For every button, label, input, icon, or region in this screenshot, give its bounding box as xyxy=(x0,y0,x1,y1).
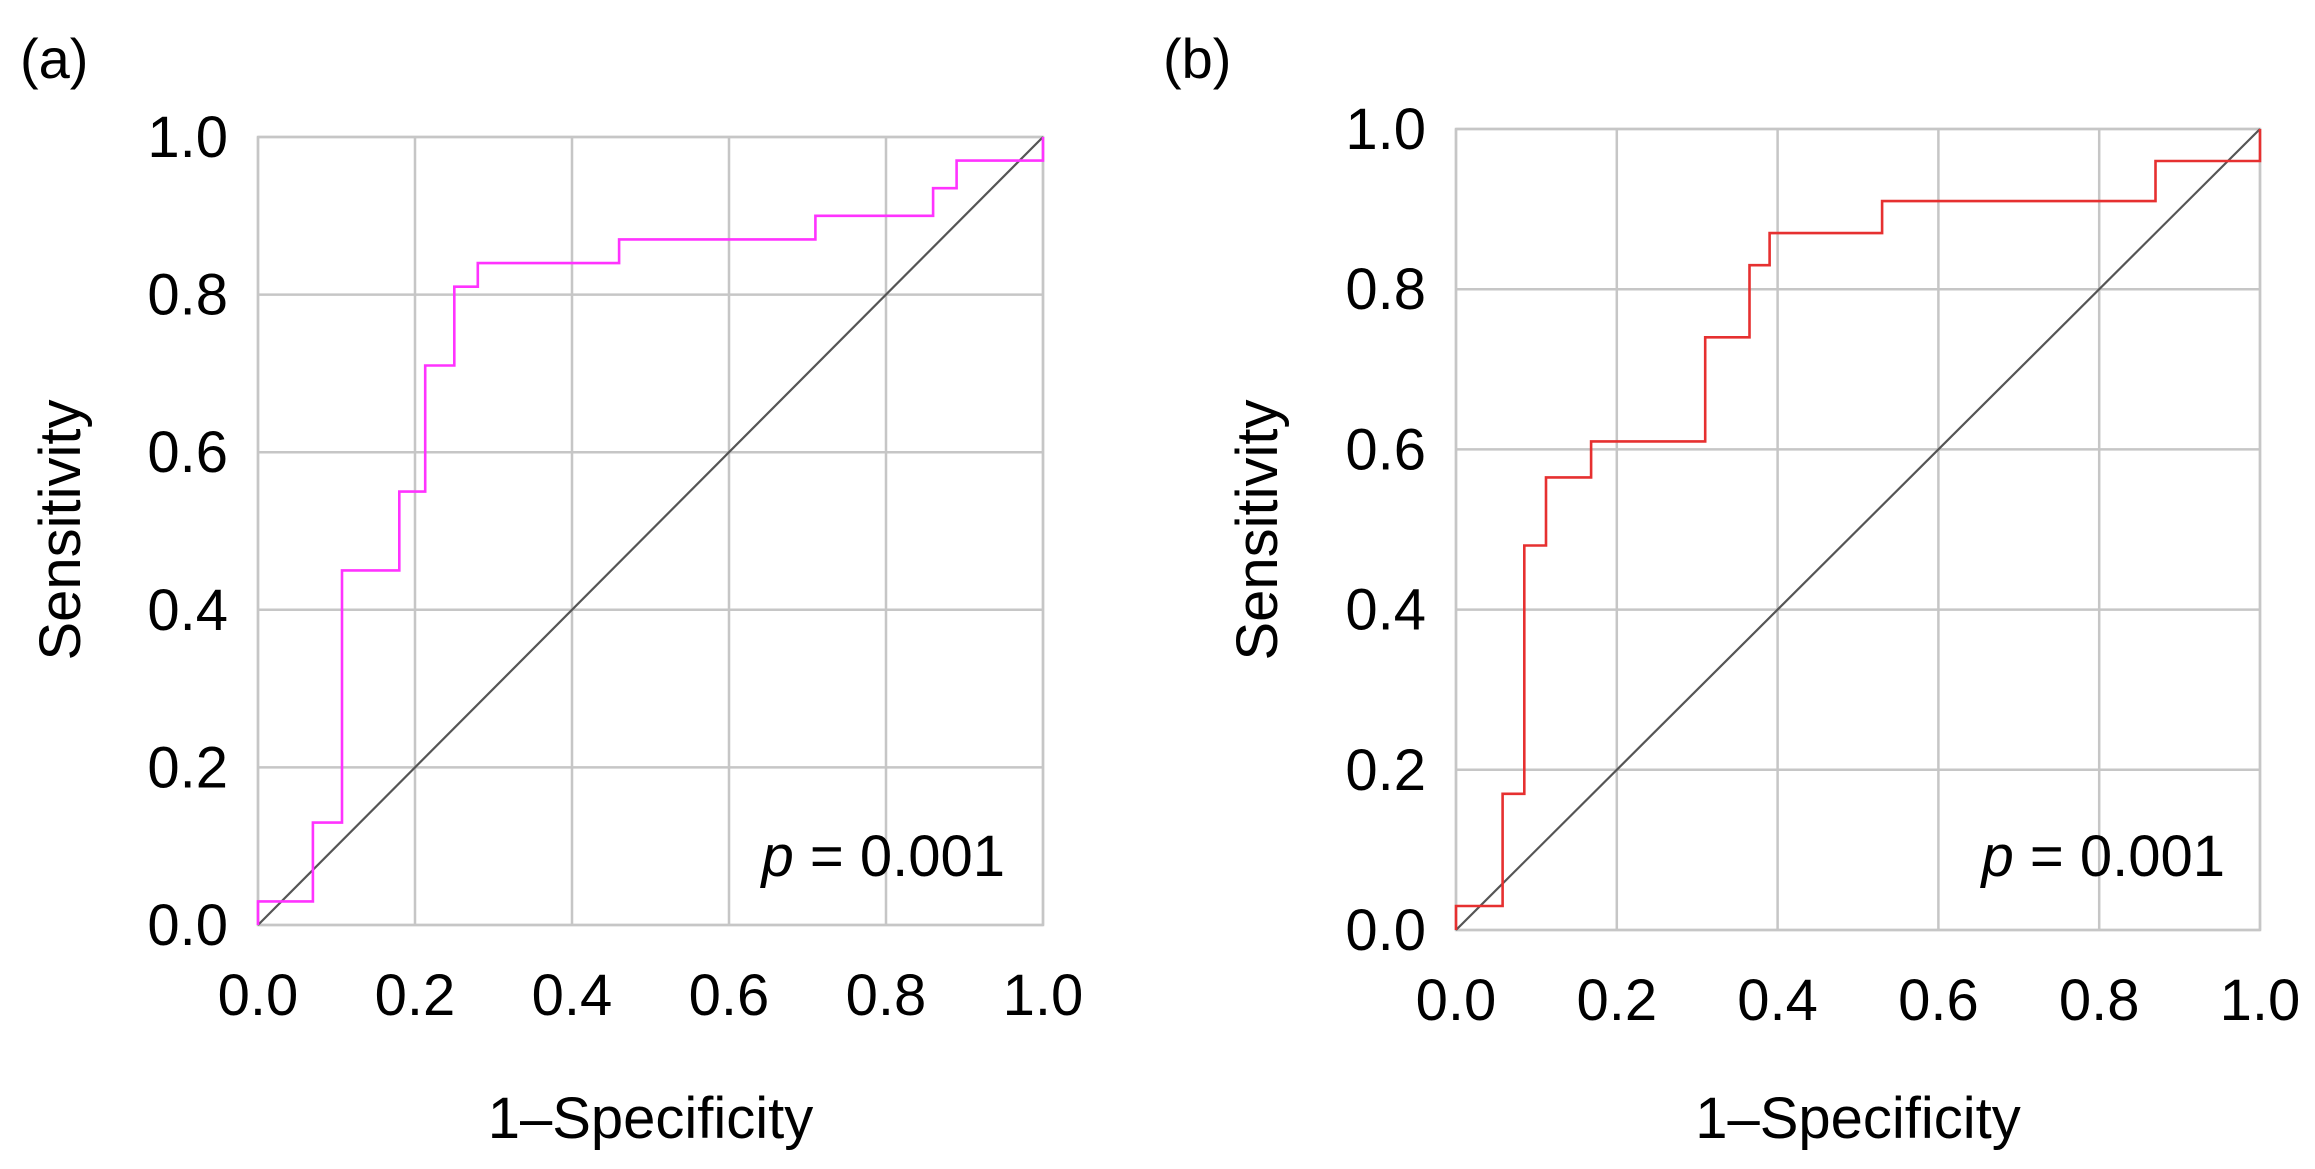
x-tick-label: 0.0 xyxy=(1416,968,1497,1033)
y-tick-label: 0.8 xyxy=(147,263,228,328)
roc-panel-a: (a) 0.0 0.2 0.4 0.6 0.8 1.0 0.0 0.2 0.4 0.6 0.8 1.0 1… xyxy=(20,27,1083,1151)
y-axis-title: Sensitivity xyxy=(1225,399,1290,660)
plot-frame xyxy=(256,135,1045,927)
x-tick-label: 1.0 xyxy=(1003,963,1084,1028)
y-tick-label: 0.4 xyxy=(147,578,228,643)
y-tick-label: 0.4 xyxy=(1345,578,1426,643)
p-value: = 0.001 xyxy=(2014,824,2225,889)
x-tick-label: 0.2 xyxy=(375,963,456,1028)
plot-frame xyxy=(1454,127,2262,932)
p-value-annotation: p = 0.001 xyxy=(1979,824,2225,889)
x-tick-label: 0.6 xyxy=(689,963,770,1028)
y-tick-label: 0.6 xyxy=(1345,417,1426,482)
y-tick-label: 0.8 xyxy=(1345,257,1426,322)
x-tick-label: 0.6 xyxy=(1898,968,1979,1033)
y-tick-label: 0.2 xyxy=(147,735,228,800)
x-tick-label: 0.8 xyxy=(846,963,927,1028)
y-tick-label: 1.0 xyxy=(1345,97,1426,162)
x-tick-label: 1.0 xyxy=(2220,968,2301,1033)
p-value: = 0.001 xyxy=(794,824,1005,889)
roc-curve xyxy=(256,137,1045,925)
reference-diagonal xyxy=(1455,128,2261,931)
x-tick-label: 0.0 xyxy=(218,963,299,1028)
p-symbol: p xyxy=(1979,824,2013,889)
panel-label: (b) xyxy=(1163,27,1231,90)
x-tick-label: 0.4 xyxy=(532,963,613,1028)
roc-panel-b: (b) 0.0 0.2 0.4 0.6 0.8 1.0 0.0 0.2 0.4 0.6 0.8 1.0 1… xyxy=(1163,27,2300,1151)
p-value-annotation: p = 0.001 xyxy=(759,824,1005,889)
x-tick-label: 0.4 xyxy=(1737,968,1818,1033)
y-tick-label: 0.2 xyxy=(1345,738,1426,803)
y-tick-label: 0.6 xyxy=(147,420,228,485)
roc-curve xyxy=(1454,129,2262,930)
y-axis-title: Sensitivity xyxy=(28,399,93,660)
y-tick-label: 1.0 xyxy=(147,105,228,170)
y-tick-label: 0.0 xyxy=(147,893,228,958)
x-tick-label: 0.8 xyxy=(2059,968,2140,1033)
x-tick-label: 0.2 xyxy=(1576,968,1657,1033)
p-symbol: p xyxy=(759,824,793,889)
panel-label: (a) xyxy=(20,27,88,90)
y-tick-label: 0.0 xyxy=(1345,898,1426,963)
x-axis-title: 1–Specificity xyxy=(1695,1086,2021,1151)
x-axis-title: 1–Specificity xyxy=(488,1086,814,1151)
reference-diagonal xyxy=(257,136,1044,926)
